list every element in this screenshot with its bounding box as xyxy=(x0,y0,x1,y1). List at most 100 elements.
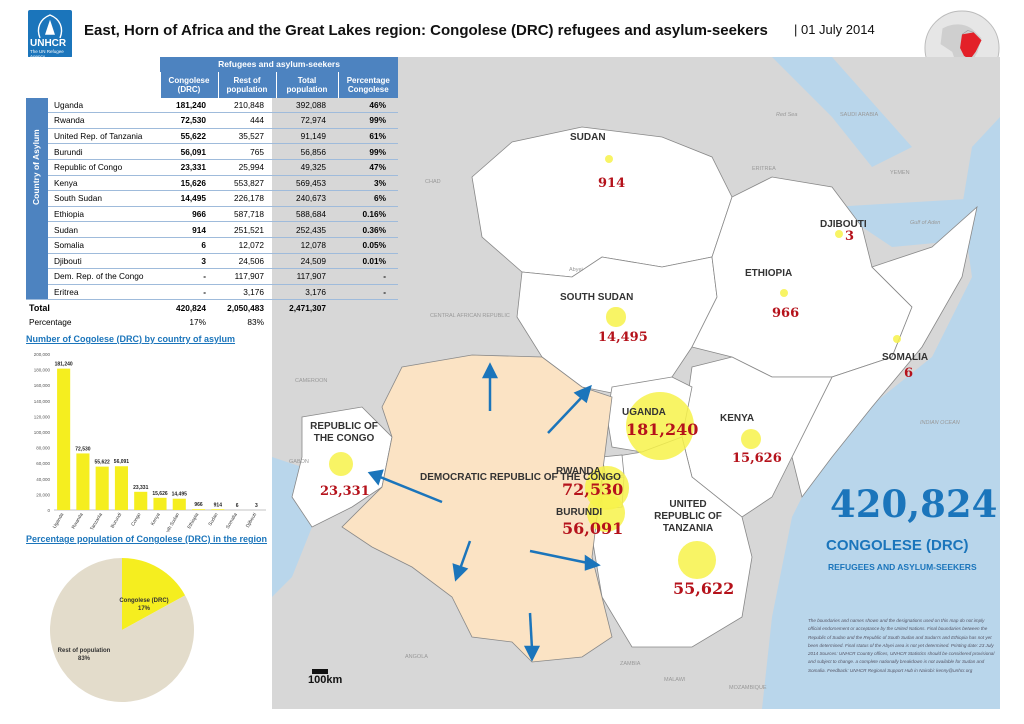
map-label-gulf-of-aden: Gulf of Aden xyxy=(910,220,941,226)
pct-cell: - xyxy=(338,284,399,301)
country-cell: Eritrea xyxy=(48,284,160,301)
col-header-total: Total population xyxy=(275,71,338,98)
col-header-pct: Percentage Congolese xyxy=(337,71,399,98)
unhcr-logo xyxy=(28,10,72,58)
refugee-table: Refugees and asylum-seekers Congolese (D… xyxy=(26,57,399,330)
disclaimer-text: The boundaries and names shown and the d… xyxy=(808,618,995,673)
congolese-cell: 6 xyxy=(160,237,218,254)
bar-chart-data-label: 966 xyxy=(194,502,203,508)
total-cell: 91,149 xyxy=(276,128,338,145)
col-header-rest: Rest of population xyxy=(217,71,276,98)
table-row: Somalia 6 12,072 12,078 0.05% xyxy=(26,237,399,254)
congolese-cell: 914 xyxy=(160,221,218,238)
map-label-malawi: MALAWI xyxy=(664,677,686,683)
bar-chart-data-label: 3 xyxy=(255,503,258,509)
table-row: South Sudan 14,495 226,178 240,673 6% xyxy=(26,190,399,207)
percentage-congolese-cell: 17% xyxy=(189,317,206,328)
rest-cell: 444 xyxy=(218,112,276,129)
total-cell: 392,088 xyxy=(276,97,338,114)
rest-cell: 226,178 xyxy=(218,190,276,207)
total-cell: 72,974 xyxy=(276,112,338,129)
rest-cell: 587,718 xyxy=(218,206,276,223)
total-cell: 569,453 xyxy=(276,175,338,192)
bar-chart-ytick: 200,000 xyxy=(34,352,51,357)
table-row: Kenya 15,626 553,827 569,453 3% xyxy=(26,175,399,192)
rest-cell: 117,907 xyxy=(218,268,276,285)
bar-chart-category-label: Kenya xyxy=(150,512,162,527)
rest-cell: 553,827 xyxy=(218,175,276,192)
country-cell: United Rep. of Tanzania xyxy=(48,128,160,145)
map-label-car: CENTRAL AFRICAN REPUBLIC xyxy=(430,313,510,319)
rest-cell: 35,527 xyxy=(218,128,276,145)
bar-chart-data-label: 15,626 xyxy=(152,491,168,497)
total-cell: 588,684 xyxy=(276,206,338,223)
bar-chart-bar xyxy=(76,453,90,510)
bar-chart-bar xyxy=(172,498,186,510)
bar-chart-data-label: 181,240 xyxy=(55,362,73,368)
bar-chart-category-label: Congo xyxy=(130,512,142,528)
col-header-congolese: Congolese (DRC) xyxy=(159,71,218,98)
pie-chart-svg: Congolese (DRC) 17% Rest of population 83% xyxy=(50,558,195,702)
side-label: Country of Asylum xyxy=(26,97,48,301)
rest-cell: 12,072 xyxy=(218,237,276,254)
pie-slice xyxy=(122,558,186,630)
congolese-cell: 14,495 xyxy=(160,190,218,207)
bar-chart-category-label: South Sudan xyxy=(162,512,181,532)
bar-chart-data-label: 6 xyxy=(236,503,239,509)
bar-chart-bar xyxy=(153,497,167,510)
total-cell: 240,673 xyxy=(276,190,338,207)
bar-chart: Number of Cogolese (DRC) by country of a… xyxy=(26,334,272,539)
rest-cell: 210,848 xyxy=(218,97,276,114)
rest-cell: 24,506 xyxy=(218,253,276,270)
pct-cell: 6% xyxy=(338,190,399,207)
congolese-cell: - xyxy=(160,268,218,285)
map-label-chad: CHAD xyxy=(425,179,441,185)
total-cell: 252,435 xyxy=(276,221,338,238)
page-title: East, Horn of Africa and the Great Lakes… xyxy=(84,22,768,39)
bar-chart-ytick: 180,000 xyxy=(34,368,51,373)
pie-chart-title: Percentage population of Congolese (DRC)… xyxy=(26,534,268,544)
pie-chart: Percentage population of Congolese (DRC)… xyxy=(26,534,272,710)
table-row: Ethiopia 966 587,718 588,684 0.16% xyxy=(26,206,399,223)
country-cell: Djibouti xyxy=(48,253,160,270)
pie-slice-label: Rest of population xyxy=(58,648,111,654)
bar-chart-title: Number of Cogolese (DRC) by country of a… xyxy=(26,334,236,344)
bar-chart-svg: 0 20,000 40,000 60,000 80,000 100,000 120,000 1… xyxy=(34,352,266,539)
total-label: Total xyxy=(26,299,160,315)
pct-cell: 61% xyxy=(338,128,399,145)
percentage-label: Percentage xyxy=(29,317,72,328)
bar-chart-ytick: 40,000 xyxy=(36,477,50,482)
total-cell: 49,325 xyxy=(276,159,338,176)
map-label-abyei: Abyei xyxy=(569,267,583,273)
bar-chart-category-label: Uganda xyxy=(52,512,66,530)
table-group-header: Refugees and asylum-seekers xyxy=(160,57,399,72)
map-label-indian-ocean: INDIAN OCEAN xyxy=(920,420,960,426)
rest-cell: 25,994 xyxy=(218,159,276,176)
country-cell: Rwanda xyxy=(48,112,160,129)
bar-chart-bar xyxy=(114,466,129,510)
pct-cell: 3% xyxy=(338,175,399,192)
congolese-cell: 15,626 xyxy=(160,175,218,192)
country-cell: Sudan xyxy=(48,221,160,238)
bar-chart-bar xyxy=(57,368,71,510)
table-row: Dem. Rep. of the Congo -117,907 117,907- xyxy=(26,268,399,285)
bar-chart-data-label: 72,530 xyxy=(75,446,91,452)
bar-chart-bar xyxy=(134,491,148,510)
summary-line1: CONGOLESE (DRC) xyxy=(826,537,969,554)
unhcr-emblem-icon xyxy=(37,14,63,39)
map-label-red-sea: Red Sea xyxy=(776,112,798,118)
bar-chart-data-label: 14,495 xyxy=(172,492,188,498)
total-congolese-cell: 420,824 xyxy=(160,299,218,315)
pct-cell: 47% xyxy=(338,159,399,176)
total-cell: 24,509 xyxy=(276,253,338,270)
pct-cell: 0.16% xyxy=(338,206,399,223)
table-row: United Rep. of Tanzania 55,622 35,527 91,14… xyxy=(26,128,399,145)
map-label-gabon: GABON xyxy=(289,459,309,465)
side-label-text: Country of Asylum xyxy=(31,129,41,206)
bar-chart-category-label: Ethiopia xyxy=(186,512,200,530)
total-cell: 12,078 xyxy=(276,237,338,254)
map-label-zambia: ZAMBIA xyxy=(620,661,641,667)
map-label-drc: DEMOCRATIC REPUBLIC OF THE CONGO xyxy=(420,472,621,483)
bar-chart-ytick: 140,000 xyxy=(34,399,51,404)
congolese-cell: 3 xyxy=(160,253,218,270)
